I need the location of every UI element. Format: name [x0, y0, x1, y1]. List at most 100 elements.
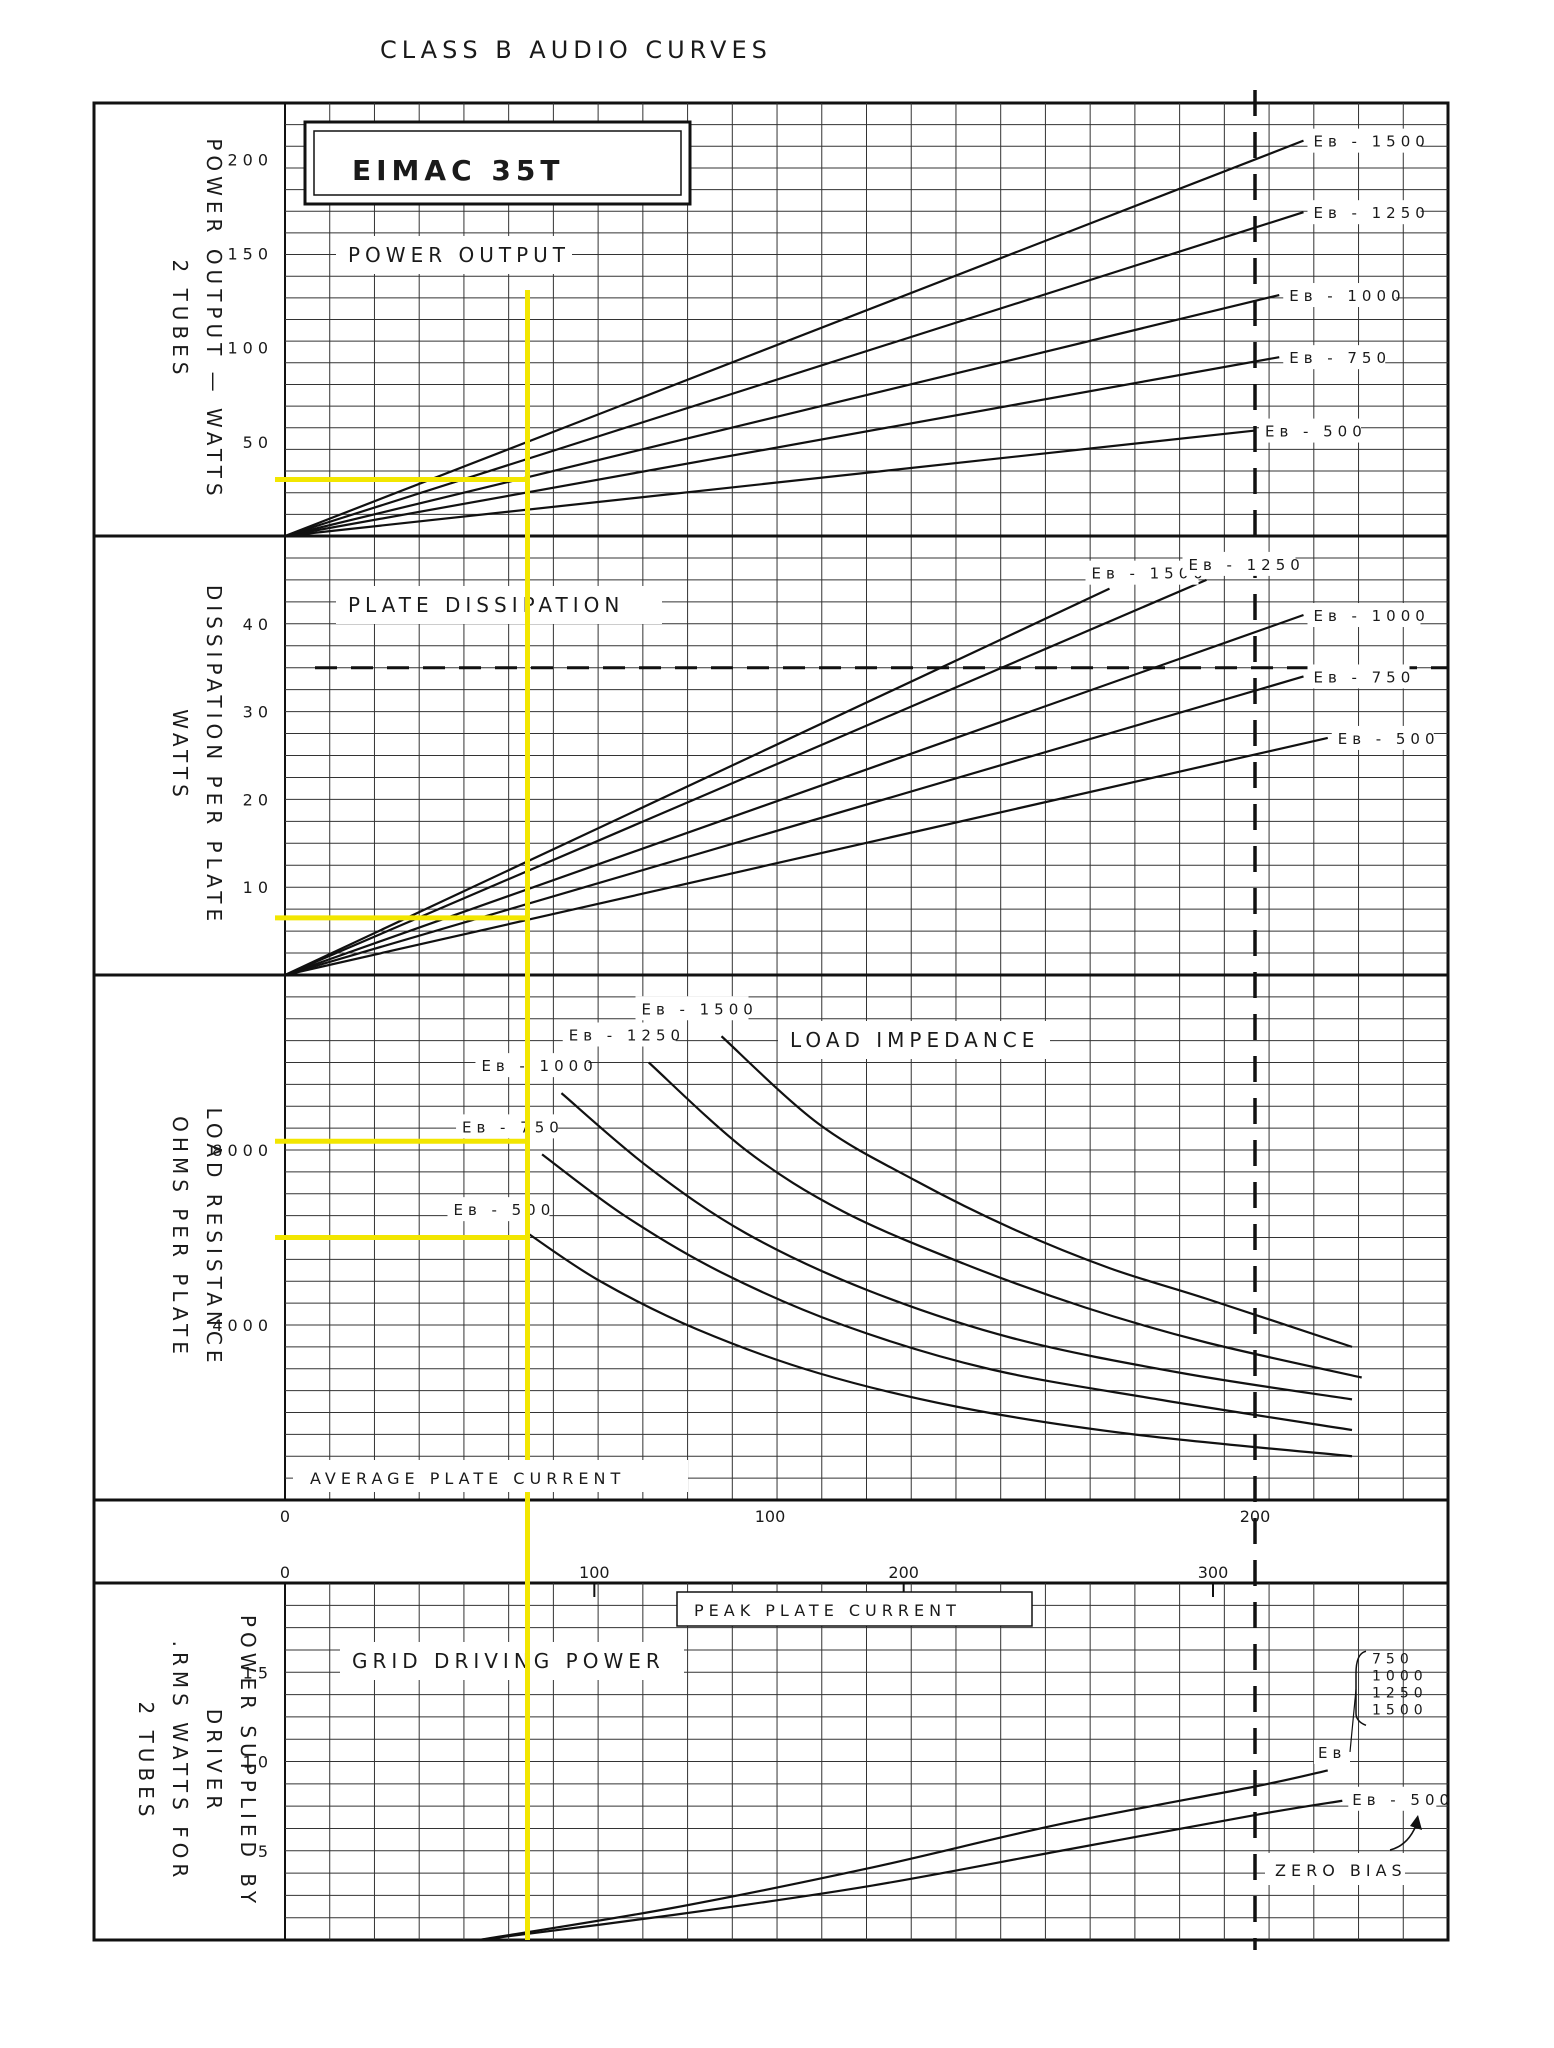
grid-layer — [92, 101, 1450, 1942]
x-axis-peak-label: PEAK PLATE CURRENT — [694, 1601, 961, 1620]
zero-bias-arrowhead — [1410, 1815, 1422, 1830]
series-label-bg — [1182, 551, 1296, 576]
series-label: Eʙ - 1250 — [1189, 556, 1305, 574]
series-line — [560, 1092, 1353, 1401]
tube-label: EIMAC 35T — [352, 154, 564, 187]
x-tick-peak: 0 — [280, 1563, 290, 1582]
bracket-label: 1250 — [1372, 1685, 1428, 1701]
series-label: Eʙ - 1250 — [1314, 204, 1430, 222]
y-axis-title: .RMS WATTS FOR — [168, 1641, 192, 1883]
y-tick-label: 30 — [243, 703, 273, 722]
series-label: Eʙ - 750 — [1314, 668, 1416, 686]
series-label: Eʙ - 500 — [1338, 730, 1440, 748]
series-label-bg — [1307, 664, 1410, 689]
y-axis-title: POWER SUPPLIED BY — [236, 1615, 260, 1908]
series-line — [541, 1153, 1353, 1432]
series-line — [284, 587, 1110, 976]
zero-bias-label: ZERO BIAS — [1275, 1861, 1407, 1880]
y-axis-title: OHMS PER PLATE — [168, 1116, 192, 1359]
series-label-bg — [475, 1053, 589, 1078]
y-tick-label: 8000 — [212, 1141, 273, 1160]
y-axis-title: WATTS — [168, 709, 192, 802]
series-label: Eʙ - 1500 — [1092, 565, 1208, 583]
series-label: Eʙ - 1000 — [1289, 287, 1405, 305]
series-label-bg — [635, 996, 749, 1021]
series-label-bg — [562, 1022, 676, 1047]
x-tick-peak: 100 — [579, 1563, 610, 1582]
y-tick-label: 10 — [243, 878, 273, 897]
x-tick-avg: 100 — [755, 1507, 786, 1526]
series-label-bg — [1283, 345, 1386, 370]
series-label-bg — [1348, 1786, 1437, 1811]
panel-heading: GRID DRIVING POWER — [352, 1649, 665, 1673]
y-tick-label: 15 — [243, 1663, 273, 1682]
y-tick-label: 5 — [258, 1842, 273, 1861]
y-tick-label: 50 — [243, 433, 273, 452]
y-axis-title: DISSIPATION PER PLATE — [202, 585, 226, 926]
y-tick-label: 200 — [227, 150, 273, 169]
curves-layer — [284, 90, 1448, 1950]
series-label-bg — [1331, 725, 1434, 750]
series-line — [478, 1769, 1328, 1942]
zero-bias-box — [1265, 1853, 1405, 1885]
y-tick-label: 10 — [243, 1753, 273, 1772]
y-tick-label: 40 — [243, 615, 273, 634]
series-line — [284, 578, 1207, 977]
series-line — [284, 211, 1304, 538]
series-label-bg — [1314, 1739, 1350, 1764]
y-axis-title: POWER OUTPUT — WATTS — [202, 138, 226, 500]
panel-heading: POWER OUTPUT — [348, 243, 570, 267]
x-tick-avg: 0 — [280, 1507, 290, 1526]
y-axis-title: 2 TUBES — [134, 1702, 158, 1822]
series-label-bg — [1307, 128, 1421, 153]
series-label: Eʙ - 750 — [1289, 349, 1391, 367]
series-label-bg — [1307, 200, 1421, 225]
y-tick-label: 4000 — [212, 1316, 273, 1335]
bracket-label: 750 — [1372, 1651, 1414, 1667]
y-axis-title: LOAD RESISTANCE — [202, 1108, 226, 1368]
series-label-bg — [456, 1114, 559, 1139]
series-line — [284, 736, 1328, 977]
series-label: Eʙ - 500 — [1352, 1791, 1454, 1809]
x-axis-avg-label: AVERAGE PLATE CURRENT — [310, 1469, 625, 1488]
chart-frame — [92, 101, 1450, 1942]
series-label-bg — [1307, 603, 1421, 628]
series-label: Eʙ - 1000 — [1314, 607, 1430, 625]
x-tick-peak: 200 — [888, 1563, 919, 1582]
panel-heading-bg — [336, 236, 572, 274]
series-label-bg — [1283, 283, 1397, 308]
series-label: Eʙ - 1250 — [569, 1027, 685, 1045]
series-line — [478, 1799, 1343, 1942]
series-line — [526, 1232, 1353, 1458]
panel-heading-bg — [778, 1021, 1050, 1059]
tube-label-box-outer — [303, 120, 692, 206]
series-line — [720, 1035, 1353, 1348]
series-line — [284, 356, 1280, 538]
y-tick-label: 100 — [227, 339, 273, 358]
series-label-bg — [1259, 418, 1361, 443]
overlay-layer — [275, 290, 530, 1940]
y-tick-label: 150 — [227, 245, 273, 264]
peak-current-label-box — [676, 1591, 1033, 1627]
series-line — [648, 1061, 1362, 1379]
series-label-bg — [1085, 560, 1199, 585]
series-label: Eʙ - 750 — [462, 1118, 564, 1136]
panel-heading-bg — [336, 586, 662, 624]
y-tick-label: 20 — [243, 790, 273, 809]
series-line — [284, 429, 1256, 538]
bracket-label: 1500 — [1372, 1702, 1428, 1718]
series-label: Eʙ - 1500 — [642, 1000, 758, 1018]
bracket-leader — [1349, 1689, 1357, 1752]
series-label: Eʙ - 500 — [1265, 423, 1367, 441]
series-line — [284, 613, 1304, 977]
panel-heading-bg — [340, 1642, 684, 1680]
y-axis-title: 2 TUBES — [168, 260, 192, 380]
chart-title: CLASS B AUDIO CURVES — [380, 36, 772, 64]
bracket-brace — [1355, 1650, 1367, 1727]
series-label: Eʙ - 1500 — [1314, 133, 1430, 151]
tube-label-box-inner — [313, 130, 682, 196]
series-label-bg — [447, 1197, 550, 1222]
panel-heading: PLATE DISSIPATION — [348, 593, 624, 617]
series-line — [284, 675, 1304, 977]
